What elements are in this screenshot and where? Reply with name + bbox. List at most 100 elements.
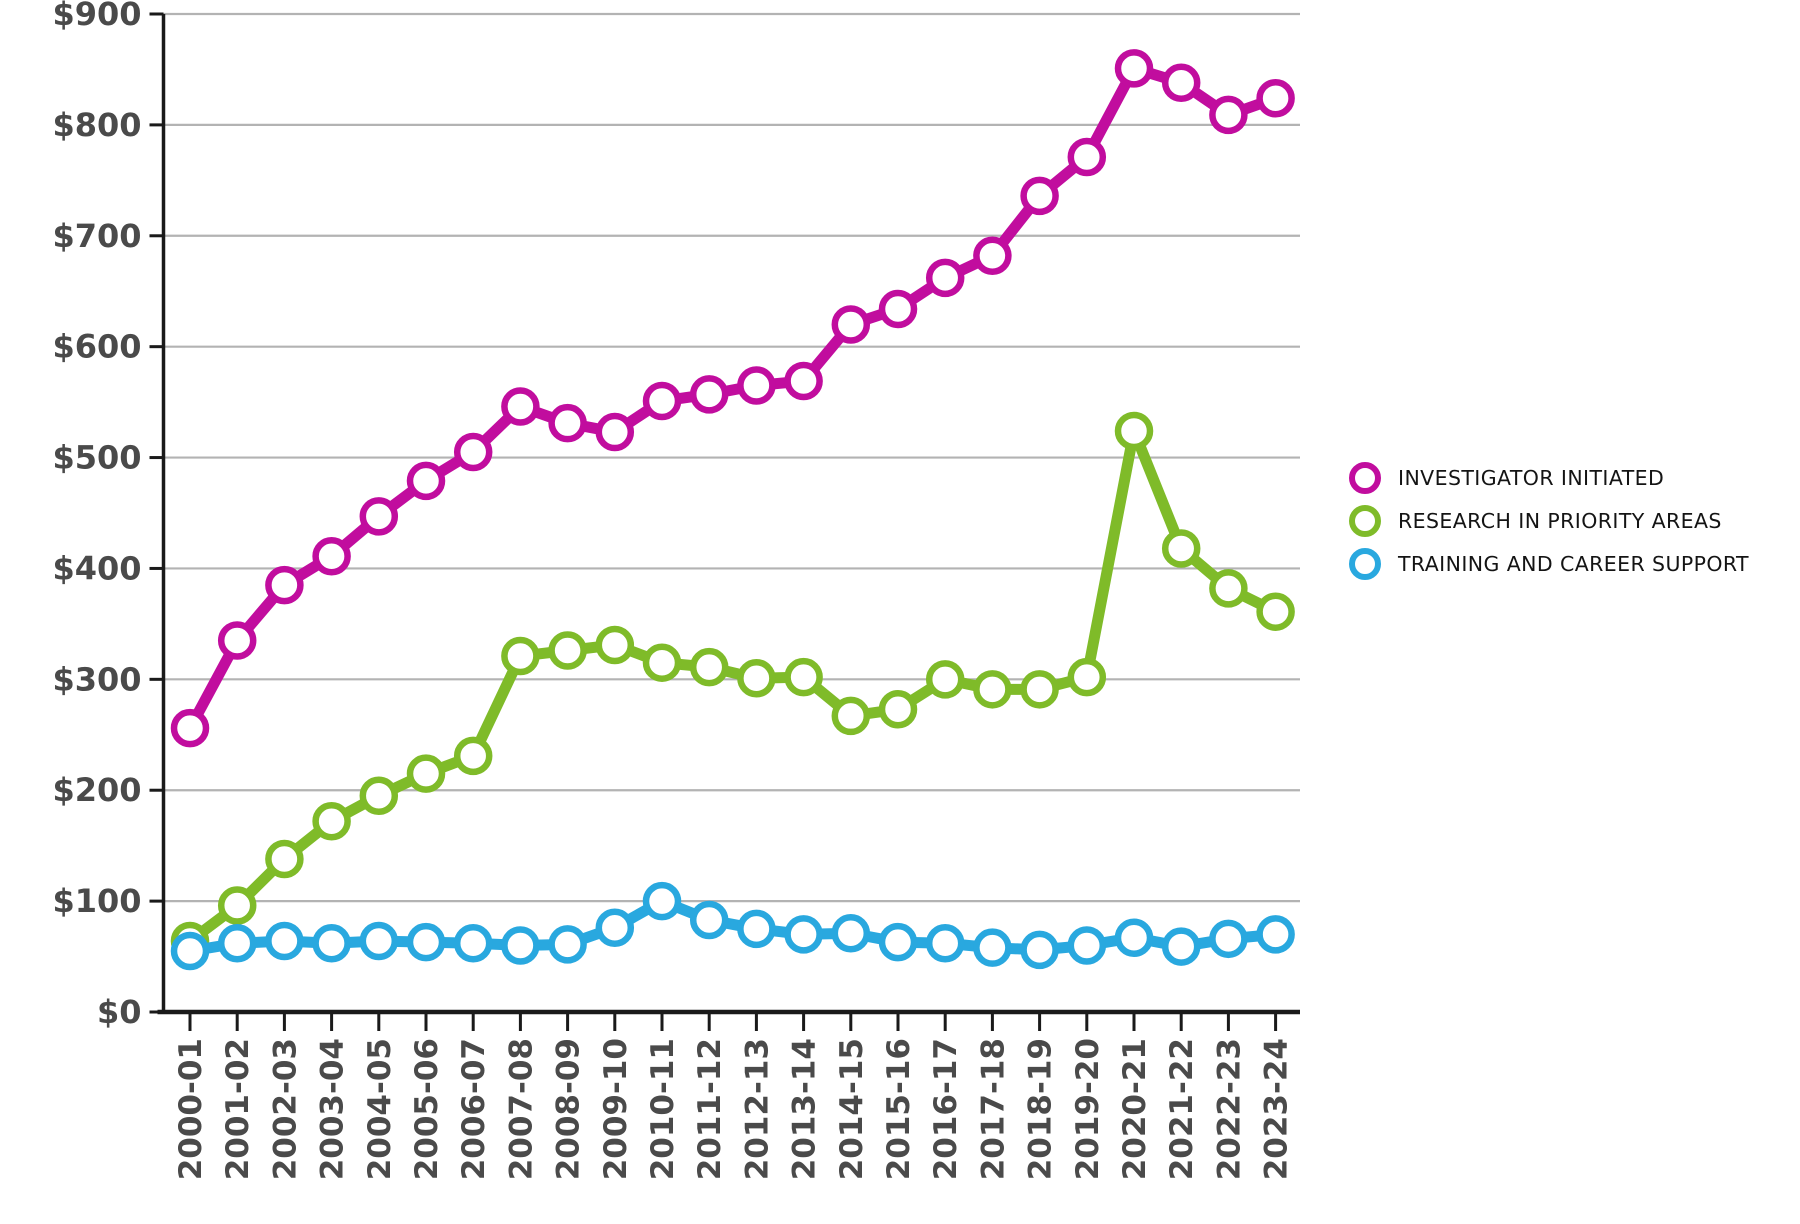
data-point	[925, 258, 965, 298]
x-axis-tick-label: 2021-22	[1164, 1038, 1200, 1180]
data-point	[737, 366, 776, 405]
data-point	[1114, 918, 1154, 957]
x-axis-tick-label: 2009-10	[598, 1038, 634, 1180]
data-point	[548, 925, 587, 964]
x-axis-tick-label: 2012-13	[739, 1038, 775, 1180]
series-marker-icon	[1349, 461, 1381, 494]
data-point	[784, 915, 823, 954]
y-axis-tick-label: $300	[52, 660, 141, 698]
data-point	[406, 922, 446, 962]
x-axis-tick-label: 2023-24	[1259, 1038, 1295, 1180]
x-axis-tick-label: 2022-23	[1211, 1038, 1247, 1180]
data-point	[1020, 670, 1059, 709]
data-point	[595, 625, 635, 665]
series-line	[186, 425, 1279, 946]
x-axis-tick-label: 2005-06	[409, 1038, 445, 1180]
data-point	[359, 497, 399, 536]
data-point	[973, 928, 1012, 967]
data-point	[689, 647, 729, 687]
data-point	[453, 432, 493, 472]
data-point	[548, 403, 587, 443]
data-point	[925, 660, 965, 699]
data-point	[312, 802, 351, 841]
y-axis-tick-label: $500	[52, 439, 141, 477]
data-point	[501, 926, 540, 965]
data-point	[737, 658, 776, 698]
y-axis-tick-label: $600	[52, 328, 141, 366]
x-axis-tick-label: 2004-05	[362, 1038, 398, 1180]
data-point	[1209, 569, 1248, 608]
data-point	[501, 636, 540, 676]
data-point	[831, 305, 871, 344]
data-point	[406, 754, 446, 793]
data-point	[784, 657, 823, 697]
legend-item-training-and-career-support: TRAINING AND CAREER SUPPORT	[1349, 542, 1749, 585]
x-axis-tick-label: 2001-02	[220, 1038, 256, 1180]
x-axis-tick-label: 2006-07	[456, 1038, 492, 1180]
data-point	[642, 881, 682, 921]
data-point	[265, 839, 304, 879]
data-point	[1256, 915, 1295, 954]
data-point	[1020, 176, 1059, 216]
data-point	[359, 776, 399, 816]
x-axis-tick-label: 2003-04	[315, 1038, 351, 1180]
x-axis-tick-label: 2016-17	[928, 1038, 964, 1180]
y-axis-tick-label: $100	[52, 882, 141, 920]
y-axis-tick-label: $400	[52, 549, 141, 587]
data-point	[1067, 137, 1107, 177]
y-axis-tick-label: $0	[97, 993, 142, 1031]
x-axis-tick-label: 2019-20	[1070, 1038, 1106, 1180]
data-point	[217, 886, 257, 925]
data-point	[217, 621, 257, 660]
x-axis-tick-label: 2000-01	[173, 1038, 209, 1180]
legend: INVESTIGATOR INITIATED RESEARCH IN PRIOR…	[1349, 456, 1749, 585]
data-point	[1209, 919, 1248, 959]
legend-label: RESEARCH IN PRIORITY AREAS	[1398, 508, 1722, 533]
x-axis-tick-label: 2013-14	[787, 1038, 823, 1180]
x-axis-tick-label: 2008-09	[551, 1038, 587, 1180]
data-point	[1256, 79, 1295, 118]
data-point	[312, 923, 351, 963]
data-point	[265, 921, 304, 961]
data-point	[1114, 49, 1154, 88]
legend-item-research-in-priority-areas: RESEARCH IN PRIORITY AREAS	[1349, 499, 1749, 542]
data-point	[1114, 411, 1154, 451]
data-point	[784, 361, 823, 401]
data-point	[925, 923, 965, 963]
y-axis-tick-label: $900	[52, 0, 141, 33]
data-point	[170, 708, 210, 748]
legend-label: INVESTIGATOR INITIATED	[1398, 465, 1665, 490]
data-point	[265, 565, 304, 605]
data-point	[831, 696, 871, 736]
x-axis-tick-label: 2017-18	[975, 1038, 1011, 1180]
data-point	[878, 289, 918, 329]
x-axis-tick-label: 2002-03	[267, 1038, 303, 1180]
data-point	[1067, 657, 1107, 697]
series-line	[189, 895, 1277, 957]
y-axis-tick-label: $800	[52, 106, 141, 144]
data-point	[359, 921, 399, 961]
data-point	[689, 900, 729, 940]
data-point	[453, 923, 493, 963]
data-point	[312, 536, 351, 576]
data-point	[1209, 95, 1248, 135]
data-point	[878, 922, 918, 962]
series-line	[185, 62, 1278, 731]
data-point	[1256, 592, 1295, 631]
data-point	[1161, 63, 1201, 103]
data-point	[501, 387, 540, 426]
data-point	[548, 631, 587, 670]
data-point	[689, 375, 729, 414]
data-point	[973, 236, 1012, 275]
data-point	[170, 931, 210, 971]
x-axis-tick-label: 2011-12	[692, 1038, 728, 1180]
series-marker-icon	[1349, 504, 1381, 537]
legend-label: TRAINING AND CAREER SUPPORT	[1398, 551, 1749, 576]
y-axis-tick-label: $700	[52, 217, 141, 255]
data-point	[878, 690, 918, 729]
y-axis-tick-label: $200	[52, 771, 141, 809]
x-axis-tick-label: 2015-16	[881, 1038, 917, 1180]
data-point	[217, 923, 257, 963]
